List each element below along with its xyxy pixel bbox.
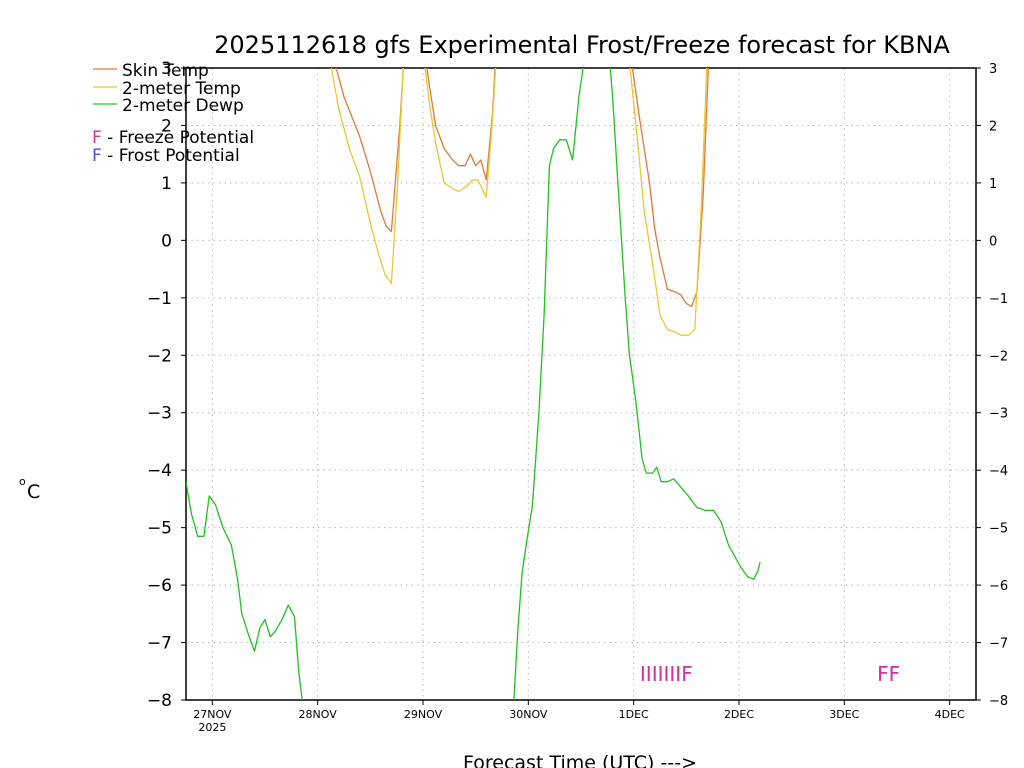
y-tick-label-left: 0	[161, 231, 172, 251]
series-line-skin-temp	[335, 68, 404, 233]
y-tick-label-left: 2	[161, 116, 172, 136]
legend: Skin Temp 2-meter Temp 2-meter Dewp F - …	[92, 61, 254, 166]
x-tick-label: 30NOV	[509, 708, 548, 721]
x-tick-sublabel: 2025	[198, 721, 226, 734]
y-tick-label-right: −3	[989, 407, 1008, 422]
series-line-2-meter-temp	[424, 68, 497, 198]
y-tick-label-right: −7	[989, 637, 1008, 652]
frost-potential-text: - Frost Potential	[102, 146, 240, 166]
y-tick-label-left: 3	[161, 59, 172, 79]
y-tick-label-left: −5	[147, 519, 172, 539]
legend-label-skin-temp: Skin Temp	[122, 61, 209, 81]
frost-potential-legend: F - Frost Potential	[92, 146, 240, 166]
y-tick-label-right: 0	[989, 234, 997, 249]
series-lines	[186, 68, 761, 700]
y-tick-label-right: −6	[989, 579, 1008, 594]
freeze-potential-text: - Freeze Potential	[102, 128, 254, 148]
x-tick-label: 28NOV	[299, 708, 338, 721]
y-tick-label-right: 2	[989, 119, 997, 134]
x-tick-label: 27NOV	[193, 708, 232, 721]
freeze-markers: IIIIIIIF FF	[640, 662, 900, 686]
frost-potential-letter: F	[92, 146, 102, 166]
y-tick-label-left: −7	[147, 634, 172, 654]
freeze-potential-legend: F - Freeze Potential	[92, 128, 254, 148]
x-axis-label: Forecast Time (UTC) --->	[463, 752, 697, 768]
axis-ticks: 3 3 2 2 1 1 0 0 −1 −1 −2 −2 −3 −3 −4 −4 −5 −5 −6 −6 −7 −7 −8 −8…	[147, 59, 1008, 734]
series-line-2-meter-dewp	[513, 68, 584, 700]
y-tick-label-left: 1	[161, 174, 172, 194]
y-tick-label-right: 3	[989, 62, 997, 77]
plot-frame	[185, 67, 977, 701]
series-line-2-meter-dewp	[609, 68, 761, 580]
y-tick-label-left: −8	[147, 691, 172, 711]
y-tick-label-left: −4	[147, 461, 172, 481]
y-tick-label-right: −8	[989, 694, 1008, 709]
x-tick-label: 29NOV	[404, 708, 443, 721]
x-tick-label: 1DEC	[619, 708, 649, 721]
legend-label-2m-dewp: 2-meter Dewp	[122, 96, 244, 116]
freeze-marker: IIIIIIIF	[640, 662, 693, 686]
y-tick-label-left: −6	[147, 576, 172, 596]
y-axis-label-unit: C	[27, 481, 40, 503]
y-tick-label-left: −1	[147, 289, 172, 309]
chart-title: 2025112618 gfs Experimental Frost/Freeze…	[214, 31, 950, 59]
legend-label-2m-temp: 2-meter Temp	[122, 79, 241, 99]
y-axis-label-degree: o	[19, 475, 26, 488]
series-line-2-meter-temp	[330, 68, 404, 285]
x-tick-label: 4DEC	[935, 708, 965, 721]
x-tick-label: 2DEC	[724, 708, 754, 721]
y-axis-label: o C	[19, 475, 40, 503]
y-tick-label-right: 1	[989, 177, 997, 192]
y-tick-label-right: −1	[989, 292, 1008, 307]
series-line-2-meter-temp	[629, 68, 708, 336]
y-tick-label-right: −5	[989, 522, 1008, 537]
freeze-potential-letter: F	[92, 128, 102, 148]
series-line-2-meter-dewp	[186, 481, 303, 700]
grid-lines	[186, 68, 976, 700]
series-line-skin-temp	[426, 68, 496, 181]
freeze-marker: FF	[877, 662, 900, 686]
y-tick-label-left: −2	[147, 346, 172, 366]
x-tick-label: 3DEC	[829, 708, 859, 721]
y-tick-label-right: −4	[989, 464, 1008, 479]
y-tick-label-left: −3	[147, 404, 172, 424]
y-tick-label-right: −2	[989, 349, 1008, 364]
